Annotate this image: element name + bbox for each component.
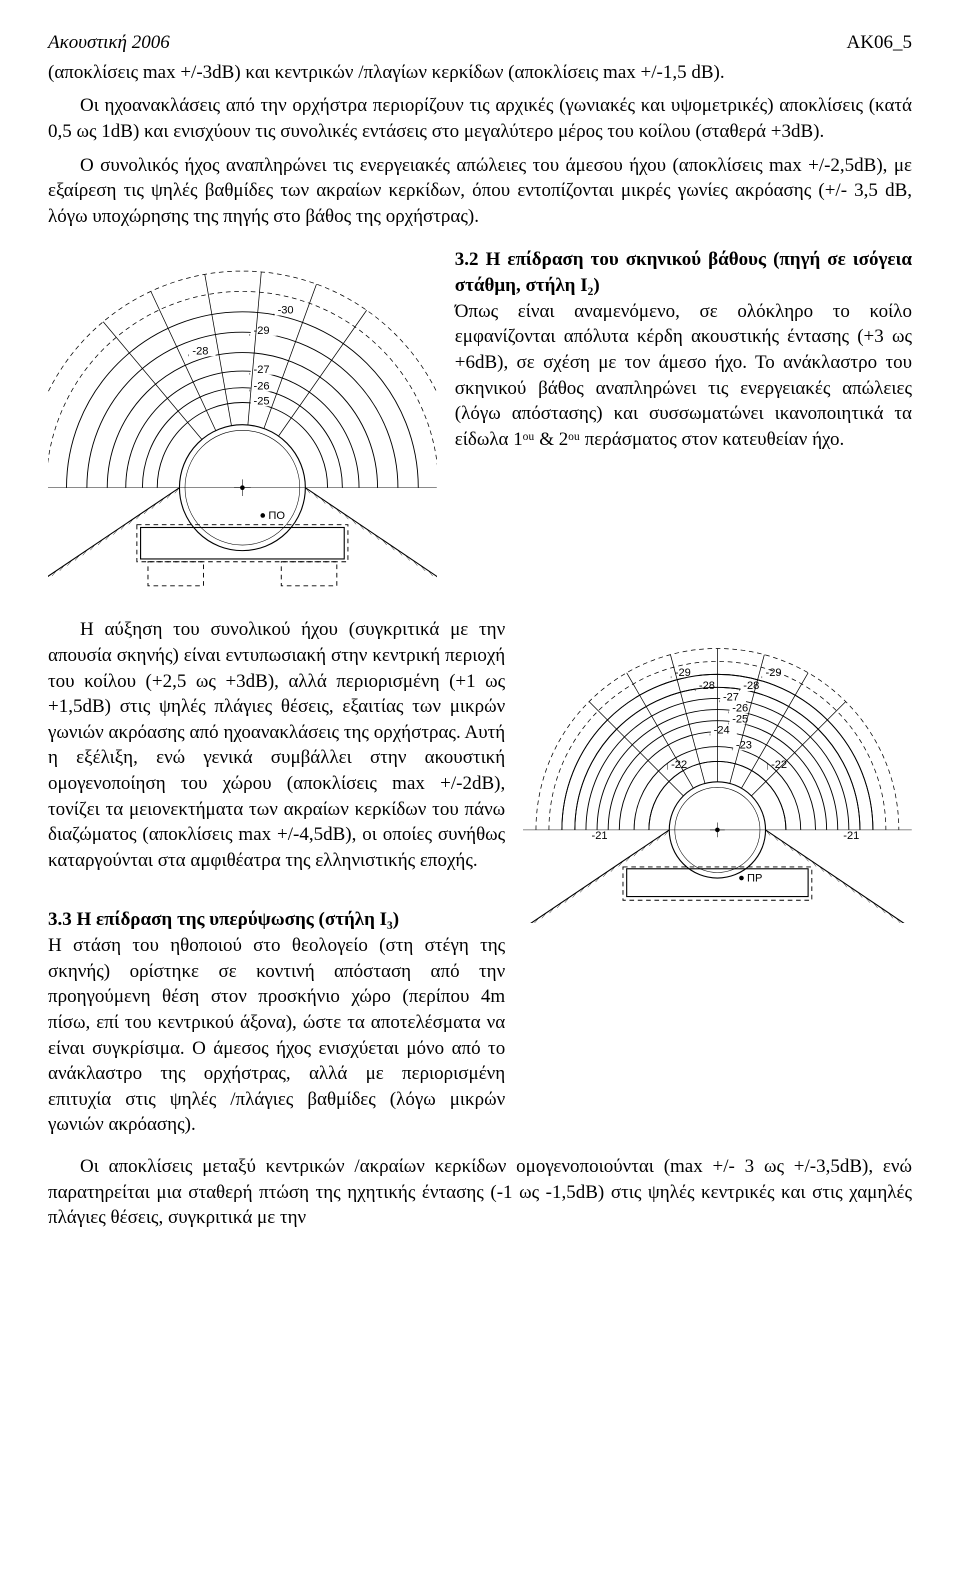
para-1: (αποκλίσεις max +/-3dB) και κεντρικών /π… xyxy=(48,60,912,86)
svg-text:-25: -25 xyxy=(254,396,270,408)
sec33: 3.3 Η επίδραση της υπερύψωσης (στήλη I₃)… xyxy=(48,907,505,1138)
para-3: Ο συνολικός ήχος αναπληρώνει τις ενεργει… xyxy=(48,153,912,230)
header-left: Ακουστική 2006 xyxy=(48,30,170,56)
sec32: 3.2 Η επίδραση του σκηνικού βάθους (πηγή… xyxy=(455,247,912,452)
header-right: AK06_5 xyxy=(847,30,912,56)
svg-text:ΠΡ: ΠΡ xyxy=(747,873,762,885)
svg-text:-23: -23 xyxy=(736,740,752,752)
sec32-body-b: Η αύξηση του συνολικού ήχου (συγκριτικά … xyxy=(48,617,505,873)
contour-diagram-1: -25-26-27-28-29-30ΠΟ xyxy=(48,247,437,599)
sec32-title: 3.2 Η επίδραση του σκηνικού βάθους (πηγή… xyxy=(455,249,912,296)
svg-text:-24: -24 xyxy=(714,725,730,737)
svg-text:-27: -27 xyxy=(254,364,270,376)
para-2: Οι ηχοανακλάσεις από την ορχήστρα περιορ… xyxy=(48,93,912,144)
figure-2: -22-22-23-24-25-26-27-28-28-29-29ΠΡ-21-2… xyxy=(523,617,912,922)
sec33-body-b: Οι αποκλίσεις μεταξύ κεντρικών /ακραίων … xyxy=(48,1154,912,1231)
svg-text:-21: -21 xyxy=(843,830,859,842)
svg-text:-21: -21 xyxy=(592,830,608,842)
svg-text:ΠΟ: ΠΟ xyxy=(268,511,285,523)
page-header: Ακουστική 2006 AK06_5 xyxy=(48,30,912,56)
svg-text:-28: -28 xyxy=(192,346,208,358)
sec33-title: 3.3 Η επίδραση της υπερύψωσης (στήλη I₃) xyxy=(48,909,399,930)
sec32-body-a: Όπως είναι αναμενόμενο, σε ολόκληρο το κ… xyxy=(455,301,912,450)
svg-text:-26: -26 xyxy=(732,703,748,715)
svg-text:-30: -30 xyxy=(278,305,294,317)
svg-text:-22: -22 xyxy=(771,759,787,771)
figure-1: -25-26-27-28-29-30ΠΟ xyxy=(48,247,437,599)
contour-diagram-2: -22-22-23-24-25-26-27-28-28-29-29ΠΡ-21-2… xyxy=(523,617,912,922)
svg-text:-27: -27 xyxy=(723,692,739,704)
svg-text:-26: -26 xyxy=(254,381,270,393)
svg-text:-28: -28 xyxy=(699,680,715,692)
sec33-body-a: Η στάση του ηθοποιού στο θεολογείο (στη … xyxy=(48,935,505,1135)
